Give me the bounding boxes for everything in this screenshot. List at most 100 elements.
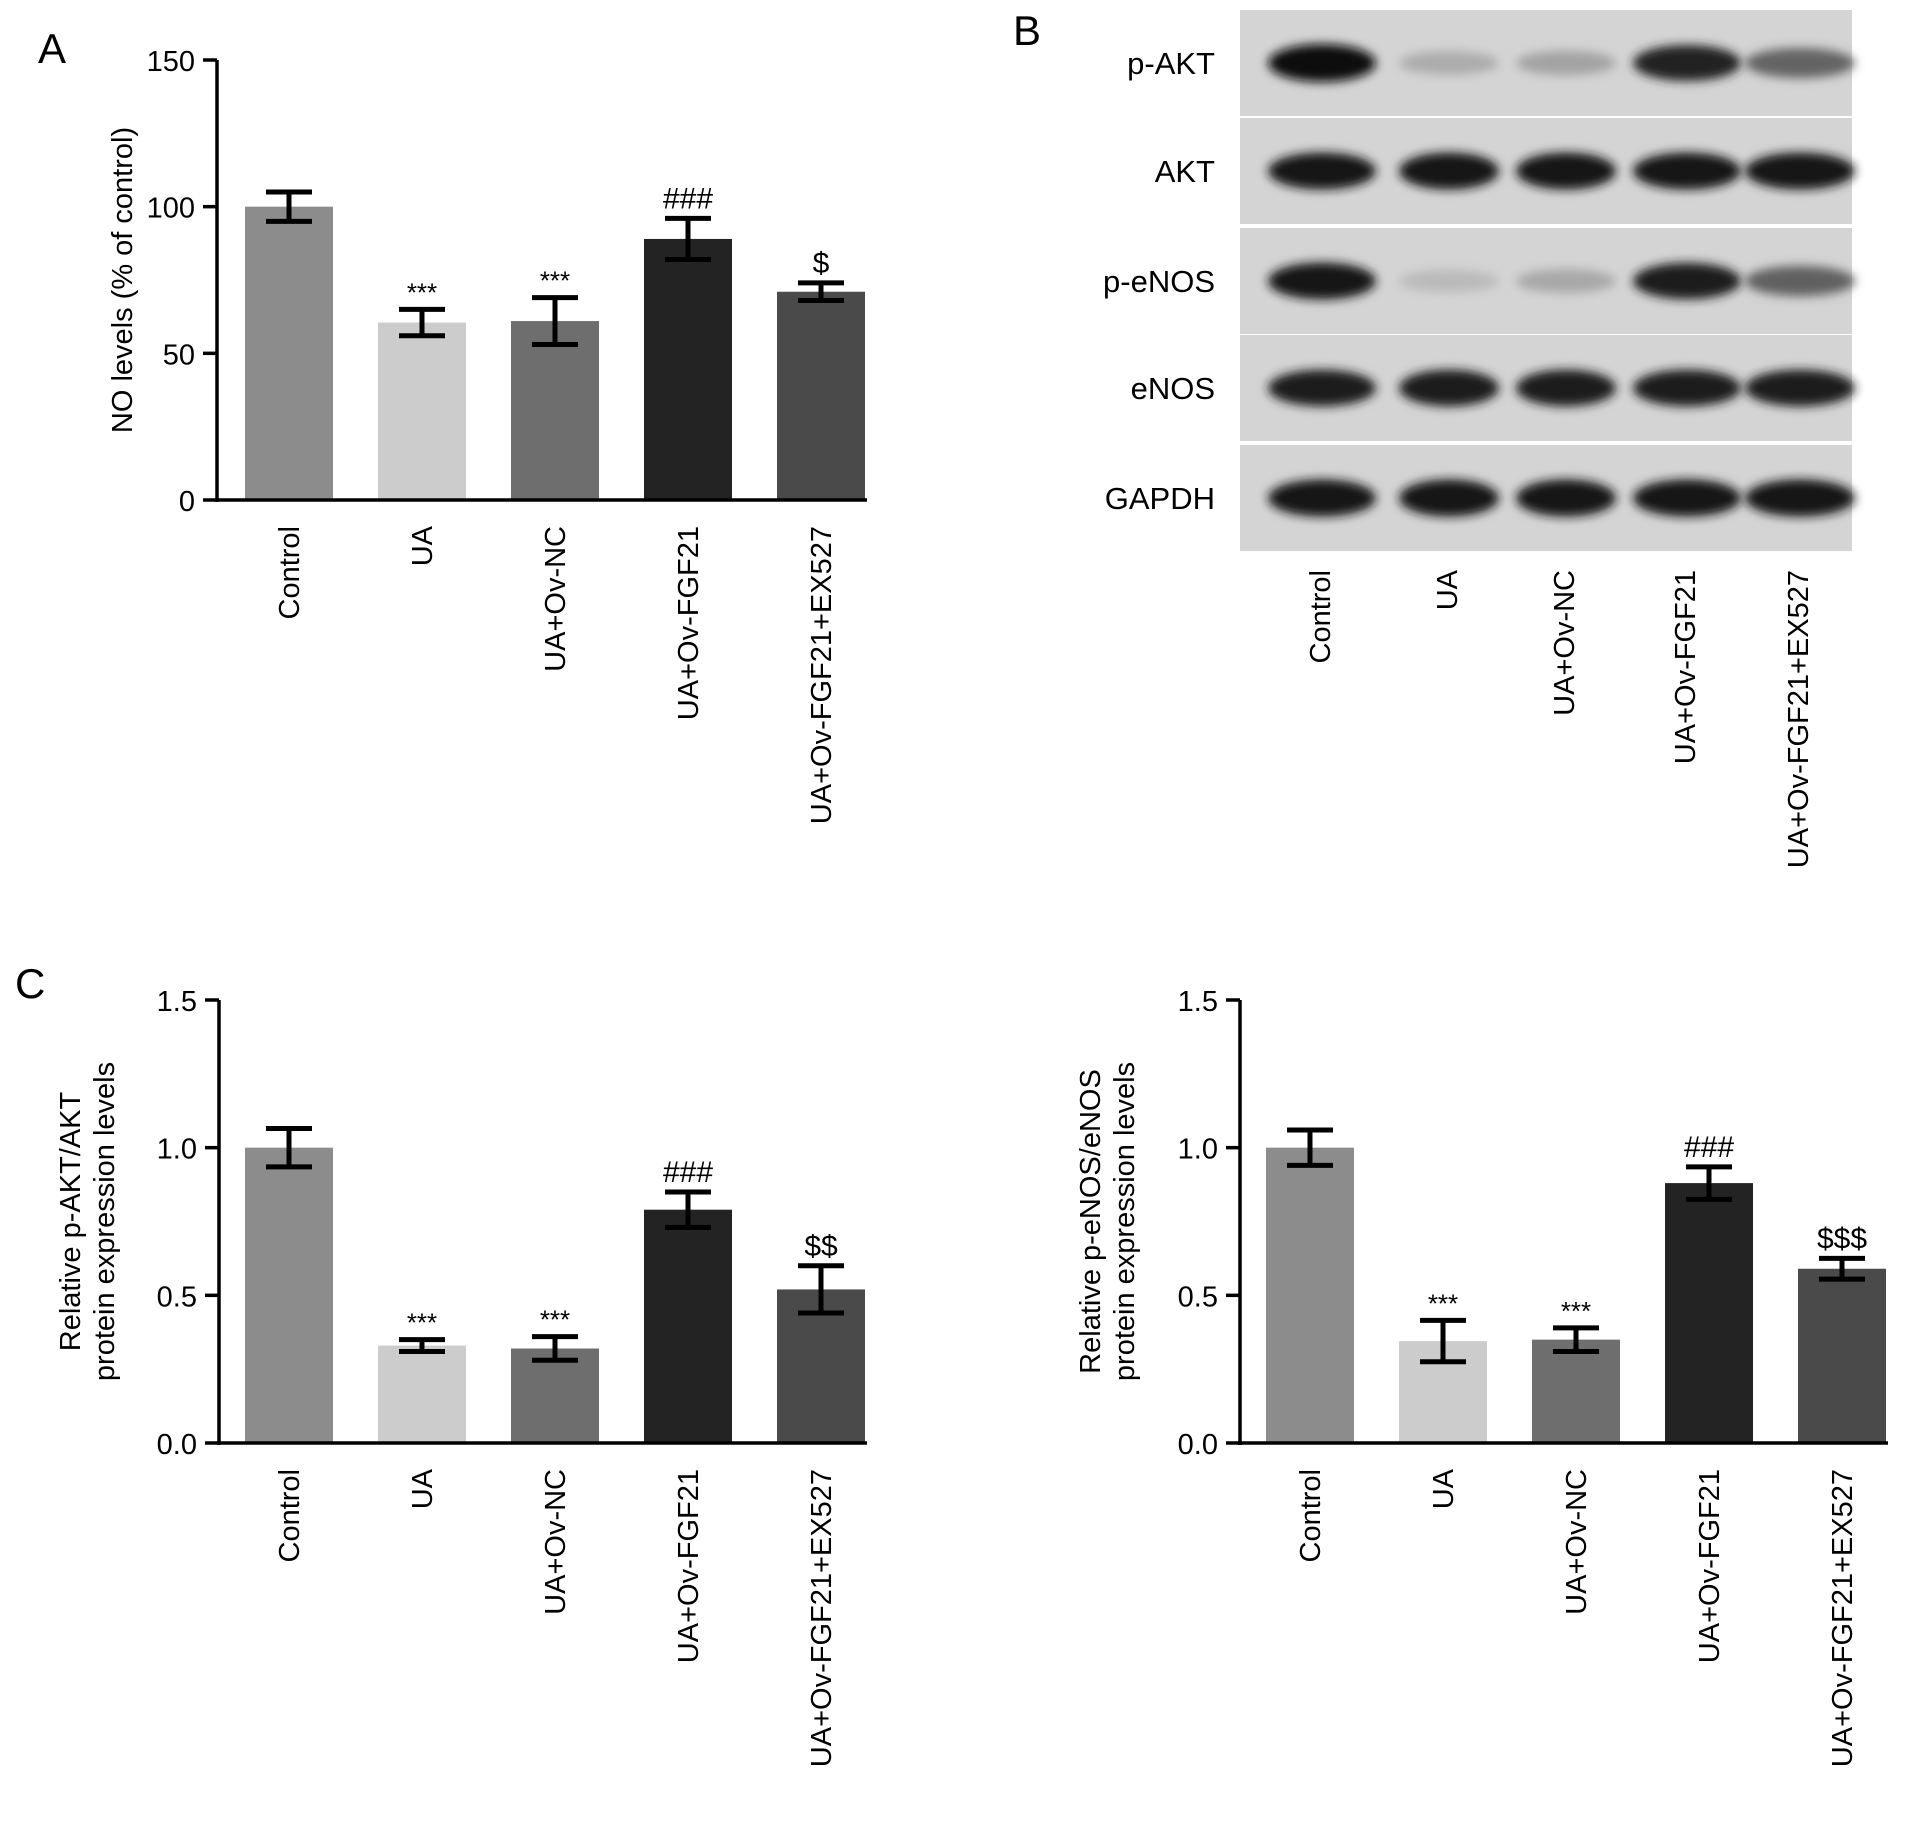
significance-label: *** [407, 1308, 437, 1338]
x-tick-label: UA+Ov-FGF21 [1694, 1469, 1726, 1663]
blot-band [1633, 45, 1741, 81]
bar [1798, 1268, 1886, 1443]
blot-band [1633, 369, 1741, 407]
error-bar [1553, 1325, 1599, 1354]
panel-label-a: A [38, 25, 66, 72]
y-axis-label: Relative p-eNOS/eNOS [1075, 1069, 1107, 1374]
chart-c-p-akt-ratio: Control *** UA *** UA+Ov-NC ### UA+Ov-FGF21 $$ U… [55, 986, 867, 1767]
error-bar [665, 215, 711, 262]
error-bar [1686, 1164, 1732, 1202]
error-bar [266, 189, 312, 224]
blot-lane-label: Control [1305, 570, 1337, 664]
bar [511, 1348, 599, 1443]
error-bar [399, 1337, 445, 1354]
significance-label: $ [813, 247, 830, 280]
error-bar [399, 306, 445, 339]
blot-band [1268, 44, 1376, 82]
y-axis-label: protein expression levels [1109, 1062, 1141, 1381]
bar [511, 321, 599, 500]
y-tick-label: 150 [147, 46, 195, 78]
y-tick-label: 0 [179, 486, 195, 518]
error-bar [1420, 1317, 1466, 1365]
error-bar [798, 1263, 844, 1316]
bar [1532, 1339, 1620, 1443]
blot-band [1399, 152, 1499, 190]
y-tick-label: 1.0 [1178, 1134, 1218, 1166]
blot-row-label: p-AKT [1127, 46, 1215, 81]
bar [777, 291, 865, 500]
bar [1266, 1147, 1354, 1443]
blot-band [1745, 265, 1855, 297]
panel-label-b: B [1013, 7, 1041, 54]
significance-label: $$ [804, 1230, 838, 1263]
significance-label: ### [663, 182, 713, 215]
significance-label: *** [1428, 1288, 1458, 1318]
x-tick-label: Control [274, 1469, 306, 1563]
x-tick-label: UA+Ov-FGF21+EX527 [1827, 1469, 1859, 1767]
y-axis-label: Relative p-AKT/AKT [55, 1091, 87, 1351]
blot-band [1399, 269, 1499, 293]
blot-row-label: eNOS [1131, 371, 1215, 406]
bar [378, 322, 466, 500]
error-bar [798, 280, 844, 304]
x-tick-label: UA+Ov-FGF21 [673, 526, 705, 720]
axes [1238, 1000, 1888, 1445]
chart-a-no-levels: Control *** UA *** UA+Ov-NC ### UA+Ov-FGF21 $ UA… [107, 46, 867, 824]
blot-band [1516, 269, 1616, 293]
x-tick-label: UA+Ov-NC [1561, 1469, 1593, 1615]
blot-row-label: GAPDH [1105, 481, 1215, 516]
y-axis-label: NO levels (% of control) [107, 127, 139, 433]
error-bar [1819, 1255, 1865, 1282]
blot-row-label: p-eNOS [1103, 264, 1215, 299]
x-tick-label: UA+Ov-NC [540, 526, 572, 672]
error-bar [532, 295, 578, 348]
error-bar [665, 1189, 711, 1230]
significance-label: *** [540, 266, 570, 296]
x-tick-label: UA [407, 525, 439, 566]
bar [378, 1345, 466, 1443]
y-tick-label: 1.5 [157, 986, 197, 1018]
blot-band [1399, 369, 1499, 407]
bar [245, 206, 333, 500]
blot-band [1268, 479, 1376, 517]
blot-band [1745, 369, 1855, 407]
y-tick-label: 100 [147, 193, 195, 225]
x-tick-label: Control [1295, 1469, 1327, 1563]
blot-band [1633, 262, 1741, 300]
bar [644, 1209, 732, 1443]
blot-band [1633, 479, 1741, 517]
error-bar [532, 1334, 578, 1363]
blot-band [1399, 479, 1499, 517]
blot-band [1399, 51, 1499, 75]
y-tick-label: 1.0 [157, 1134, 197, 1166]
significance-label: ### [1684, 1131, 1734, 1164]
y-tick-label: 50 [163, 339, 195, 371]
y-tick-label: 0.5 [157, 1281, 197, 1313]
blot-band [1268, 369, 1376, 407]
blot-lane-label: UA [1432, 569, 1464, 610]
blot-lane-label: UA+Ov-FGF21+EX527 [1783, 570, 1815, 868]
y-tick-label: 0.5 [1178, 1281, 1218, 1313]
blot-band [1516, 369, 1616, 407]
y-tick-label: 1.5 [1178, 986, 1218, 1018]
chart-c-p-enos-ratio: Control *** UA *** UA+Ov-NC ### UA+Ov-FGF21 $$$… [1075, 986, 1888, 1767]
error-bar [1287, 1127, 1333, 1168]
x-tick-label: UA+Ov-FGF21+EX527 [806, 526, 838, 824]
blot-band [1268, 262, 1376, 300]
error-bar [266, 1125, 312, 1170]
axes [215, 60, 867, 502]
y-axis-label: protein expression levels [89, 1062, 121, 1381]
x-tick-label: UA+Ov-FGF21+EX527 [806, 1469, 838, 1767]
blot-band [1516, 479, 1616, 517]
blot-band [1516, 50, 1616, 76]
significance-label: *** [540, 1305, 570, 1335]
x-tick-label: UA [1428, 1468, 1460, 1509]
blot-row-label: AKT [1155, 154, 1215, 189]
axes [217, 1000, 867, 1445]
significance-label: $$$ [1817, 1222, 1867, 1255]
x-tick-label: UA+Ov-FGF21 [673, 1469, 705, 1663]
blot-band [1633, 152, 1741, 190]
significance-label: ### [663, 1156, 713, 1189]
blot-band [1516, 152, 1616, 190]
